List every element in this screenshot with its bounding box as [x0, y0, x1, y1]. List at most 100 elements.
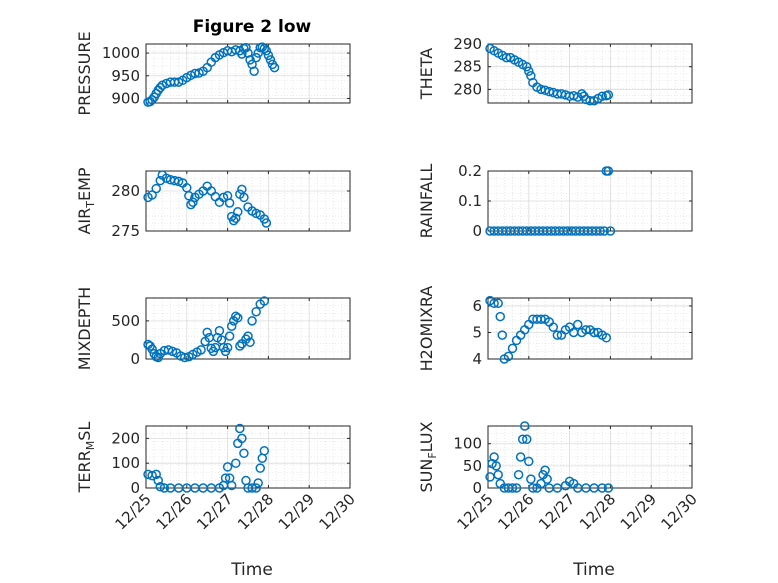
y-tick-label: 900: [111, 89, 140, 107]
y-tick-label: 0: [130, 350, 140, 368]
data-point: [233, 207, 243, 217]
data-point: [595, 226, 605, 236]
data-point: [147, 344, 157, 354]
data-point: [540, 465, 550, 476]
y-axis-label: RAINFALL: [417, 164, 436, 239]
data-point: [511, 483, 522, 493]
y-axis-label: H2OMIXRA: [417, 286, 436, 372]
data-point: [155, 482, 166, 492]
data-point: [542, 474, 552, 484]
data-point: [180, 352, 190, 363]
data-point: [589, 327, 599, 338]
data-point: [581, 325, 591, 335]
data-point: [507, 483, 518, 493]
data-point: [243, 331, 253, 341]
y-tick-label: 0: [472, 479, 482, 497]
data-point: [226, 321, 237, 331]
data-point: [222, 342, 233, 353]
panel-sun-flux: 05010012/2512/2612/2712/2812/2912/30SUNF…: [417, 421, 701, 533]
data-point: [522, 61, 532, 72]
x-axis-label-left: Time: [230, 560, 273, 580]
y-tick-label: 200: [111, 429, 140, 447]
data-point: [495, 311, 505, 322]
data-point: [522, 434, 532, 445]
data-point: [503, 351, 514, 362]
data-point: [239, 448, 249, 459]
data-point: [196, 345, 206, 355]
y-tick-label: 0: [472, 222, 482, 240]
data-point: [224, 331, 235, 341]
data-point: [265, 55, 276, 65]
data-point: [603, 166, 614, 176]
data-point: [493, 469, 503, 480]
data-point: [237, 433, 247, 444]
y-tick-label: 285: [453, 58, 482, 76]
y-tick-label: 4: [472, 350, 482, 368]
data-point: [231, 311, 241, 322]
data-point: [536, 478, 546, 489]
data-point: [261, 218, 272, 228]
data-point: [151, 183, 161, 194]
data-point: [245, 337, 255, 347]
data-point: [255, 463, 265, 473]
y-tick-label: 0.1: [458, 192, 482, 210]
axes-box: [145, 297, 351, 360]
data-point: [247, 316, 257, 326]
data-point: [599, 226, 610, 236]
data-point: [489, 452, 499, 462]
data-point: [603, 483, 614, 493]
data-point: [249, 66, 259, 76]
data-point: [245, 55, 255, 65]
data-point: [517, 434, 528, 445]
x-tick-label: 12/29: [617, 490, 660, 533]
data-point: [153, 475, 163, 486]
y-tick-label: 100: [453, 435, 482, 453]
data-point: [251, 52, 261, 63]
y-axis-label: MIXDEPTH: [75, 287, 94, 370]
data-point: [235, 341, 245, 351]
data-point: [202, 327, 212, 338]
data-point: [167, 346, 178, 357]
x-tick-label: 12/28: [576, 490, 619, 533]
y-axis-label: TERRMSL: [75, 422, 97, 494]
data-point: [497, 330, 508, 340]
data-point: [263, 50, 274, 61]
x-tick-label: 12/27: [193, 490, 236, 533]
y-tick-label: 1000: [102, 44, 140, 62]
data-point: [228, 215, 239, 226]
data-point: [515, 452, 526, 462]
data-point: [259, 43, 270, 54]
data-point: [237, 184, 247, 195]
panel-air-temp: 275 280 AIRTEMP: [75, 167, 351, 240]
data-point: [601, 333, 612, 343]
data-point: [151, 469, 161, 480]
data-point: [507, 343, 518, 354]
data-point: [269, 62, 280, 73]
data-point: [603, 90, 614, 100]
y-tick-label: 290: [453, 35, 482, 53]
y-tick-label: 275: [111, 222, 140, 240]
data-point: [528, 483, 538, 493]
data-point: [253, 478, 263, 488]
axes-box: [487, 297, 693, 360]
data-point: [224, 198, 235, 208]
x-tick-label: 12/26: [152, 490, 195, 533]
y-axis-label: PRESSURE: [75, 31, 94, 115]
y-tick-label: 500: [111, 312, 140, 330]
x-tick-label: 12/26: [494, 490, 537, 533]
data-point: [155, 175, 166, 186]
data-point: [493, 298, 503, 309]
data-point: [233, 313, 243, 323]
data-point: [231, 458, 241, 468]
y-tick-label: 100: [111, 454, 140, 472]
data-point: [485, 472, 495, 482]
x-tick-label: 12/28: [234, 490, 277, 533]
data-point: [548, 322, 559, 332]
data-point: [597, 483, 607, 493]
panel-terr-msl: 010020012/2512/2612/2712/2812/2912/30TER…: [75, 422, 359, 534]
data-point: [597, 91, 607, 101]
data-point: [524, 456, 534, 467]
panel-pressure: 900 950 1000 PRESSURE: [75, 31, 351, 116]
